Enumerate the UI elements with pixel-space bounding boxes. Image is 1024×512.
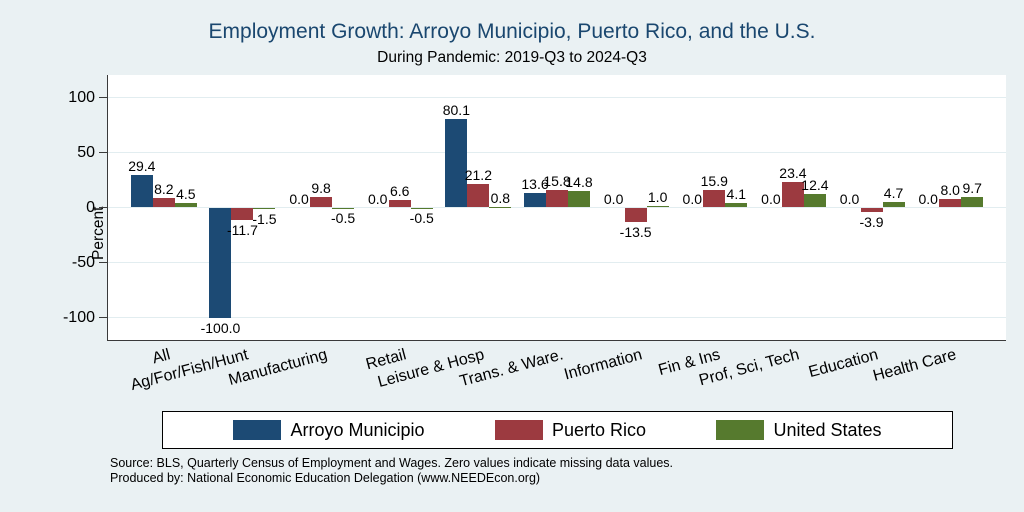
y-tick-mark xyxy=(99,206,107,209)
y-tick-label: -50 xyxy=(71,253,95,271)
bar-value-label: 1.0 xyxy=(647,189,668,206)
bar-value-label: 13.6 xyxy=(521,175,549,192)
bar-united-states xyxy=(253,207,276,210)
legend-label: Arroyo Municipio xyxy=(290,419,425,440)
bar-arroyo-municipio xyxy=(130,175,153,208)
bar-value-label: -0.5 xyxy=(331,210,356,227)
bar-value-label: 0.8 xyxy=(490,189,511,206)
bar-value-label: 15.9 xyxy=(700,173,728,189)
bar-united-states xyxy=(961,196,984,208)
source-note: Source: BLS, Quarterly Census of Employm… xyxy=(110,456,674,470)
bar-value-label: 4.7 xyxy=(883,185,904,202)
bar-united-states xyxy=(174,202,197,208)
bar-value-label: -13.5 xyxy=(619,224,652,241)
legend-swatch xyxy=(233,420,282,440)
legend-entry: United States xyxy=(716,419,882,441)
bar-value-label: 0.0 xyxy=(367,190,388,207)
legend: Arroyo Municipio Puerto Rico United States xyxy=(162,411,953,449)
bar-value-label: 0.0 xyxy=(682,190,702,207)
legend-swatch xyxy=(494,420,543,440)
bar-arroyo-municipio xyxy=(445,119,468,208)
bar-united-states xyxy=(803,193,826,208)
gridline xyxy=(108,261,1006,264)
bar-united-states xyxy=(568,191,590,208)
bar-value-label: -100.0 xyxy=(200,319,241,336)
legend-label: United States xyxy=(773,419,882,440)
y-tick-label: 100 xyxy=(68,88,95,106)
bar-united-states xyxy=(882,202,905,208)
bar-value-label: 9.7 xyxy=(962,179,982,196)
y-tick-label: -100 xyxy=(62,308,95,326)
legend-entry: Puerto Rico xyxy=(494,419,647,441)
bar-value-label: 21.2 xyxy=(464,167,492,184)
bar-puerto-rico xyxy=(152,198,175,208)
bar-value-label: 4.5 xyxy=(176,185,196,202)
bar-value-label: 29.4 xyxy=(128,158,156,175)
y-tick-mark xyxy=(99,96,107,99)
gridline xyxy=(108,316,1006,319)
bar-puerto-rico xyxy=(703,190,726,208)
bar-puerto-rico xyxy=(467,184,490,208)
bar-value-label: 15.8 xyxy=(543,173,571,190)
y-tick-label: 0 xyxy=(86,198,95,216)
y-tick-mark xyxy=(99,151,107,154)
bar-puerto-rico xyxy=(624,207,647,223)
y-tick-mark xyxy=(99,316,107,319)
gridline xyxy=(108,206,1006,209)
legend-entry: Arroyo Municipio xyxy=(233,419,425,441)
plot-area: Percent 100 50 0 -50 -100 29.4 -100.0 0.0 0.0 80.… xyxy=(63,75,1006,394)
bar-puerto-rico xyxy=(310,196,333,208)
bar-value-label: -0.5 xyxy=(409,210,434,227)
bar-puerto-rico xyxy=(781,181,804,208)
bar-value-label: 4.1 xyxy=(726,185,746,202)
bar-united-states xyxy=(332,207,355,209)
bar-value-label: 0.0 xyxy=(289,190,309,207)
bar-value-label: 6.6 xyxy=(389,183,410,200)
bar-value-label: 0.0 xyxy=(761,190,781,207)
legend-swatch xyxy=(716,420,765,440)
bar-arroyo-municipio xyxy=(209,207,232,318)
bar-value-label: 0.0 xyxy=(918,190,938,207)
producer-note: Produced by: National Economic Education… xyxy=(110,471,541,485)
chart-title: Employment Growth: Arroyo Municipio, Pue… xyxy=(208,20,816,43)
gridline xyxy=(108,151,1006,154)
bar-value-label: 80.1 xyxy=(442,102,470,119)
bar-value-label: 0.0 xyxy=(839,190,860,207)
bar-puerto-rico xyxy=(231,207,254,221)
bar-united-states xyxy=(646,206,669,208)
bar-value-label: 23.4 xyxy=(779,164,807,181)
bar-value-label: -3.9 xyxy=(859,213,884,230)
bar-value-label: 9.8 xyxy=(311,179,331,196)
y-tick-mark xyxy=(99,261,107,264)
bar-value-label: 0.0 xyxy=(603,190,624,207)
bar-value-label: -1.5 xyxy=(252,211,277,228)
bar-value-label: 8.2 xyxy=(154,181,174,198)
chart-subtitle: During Pandemic: 2019-Q3 to 2024-Q3 xyxy=(377,49,647,66)
bar-united-states xyxy=(410,207,433,209)
bar-puerto-rico xyxy=(860,207,883,212)
legend-label: Puerto Rico xyxy=(551,419,647,440)
bar-value-label: -11.7 xyxy=(227,222,258,239)
bar-puerto-rico xyxy=(388,200,411,208)
bar-united-states xyxy=(725,202,748,208)
bar-puerto-rico xyxy=(939,198,962,208)
bar-value-label: 12.4 xyxy=(801,176,829,193)
y-tick-label: 50 xyxy=(77,143,95,161)
bar-value-label: 8.0 xyxy=(940,181,960,198)
bar-puerto-rico xyxy=(546,190,568,208)
bar-arroyo-municipio xyxy=(524,192,546,208)
bar-value-label: 14.8 xyxy=(565,174,593,191)
gridline xyxy=(108,96,1006,99)
bar-united-states xyxy=(489,206,512,208)
